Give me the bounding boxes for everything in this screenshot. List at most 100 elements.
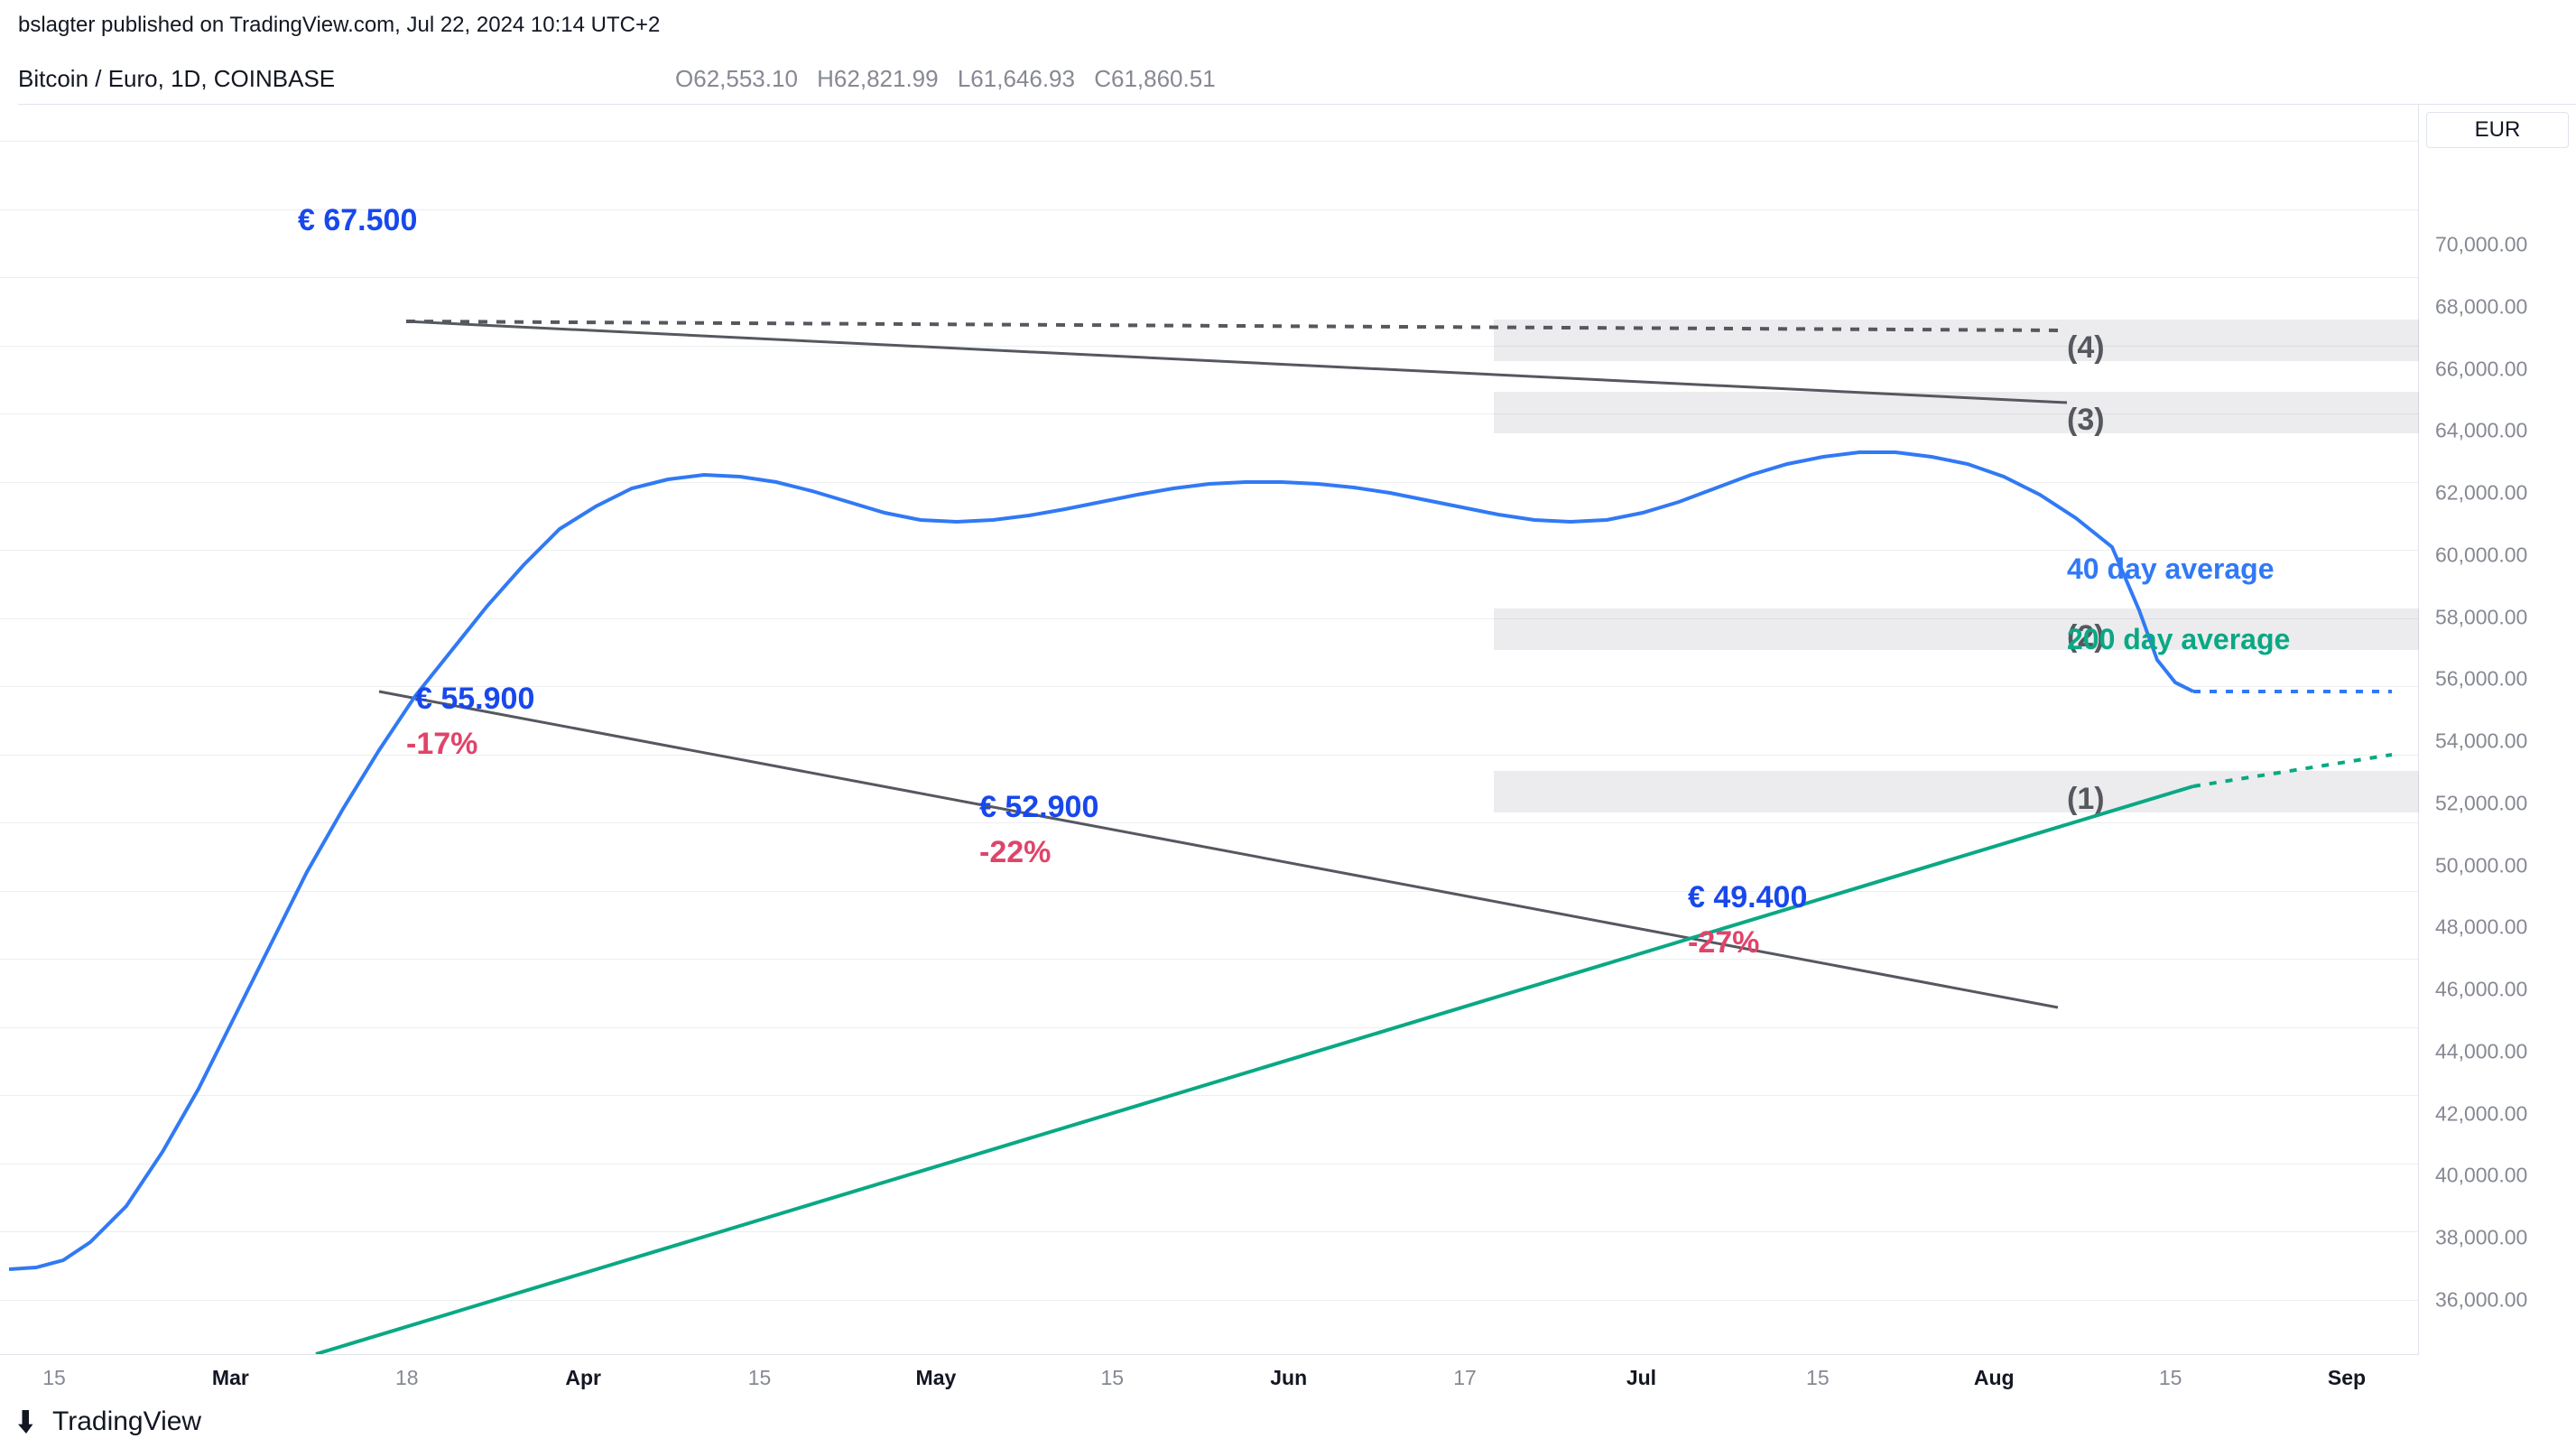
pct-label-22: -22%	[979, 835, 1051, 870]
candle-body	[1466, 493, 1476, 495]
highlight-box-3	[1494, 392, 2419, 433]
price-tick-54000: 54,000.00	[2435, 729, 2527, 754]
candle-wick	[0, 698, 2418, 729]
candle-body	[1501, 482, 1511, 484]
candle-body	[2105, 590, 2115, 610]
date-tick-Apr: Apr	[565, 1366, 601, 1390]
high-label: H	[817, 65, 834, 92]
price-tick-46000: 46,000.00	[2435, 978, 2527, 1002]
candle-body	[932, 601, 942, 603]
highlight-box-4	[1494, 320, 2419, 361]
candle-body	[134, 838, 144, 856]
candle-body	[151, 775, 161, 777]
ma40-legend-label: 40 day average	[2067, 552, 2275, 586]
gridline-60000	[0, 482, 2418, 483]
gridline-36000	[0, 1300, 2418, 1301]
close-value: 61,860.51	[1111, 65, 1216, 92]
candle-wick	[0, 480, 2418, 560]
candle-body	[1856, 597, 1866, 619]
candle-body	[1270, 672, 1280, 678]
gridline-44000	[0, 1027, 2418, 1028]
candle-body	[2087, 588, 2097, 604]
candle-body	[1821, 553, 1830, 567]
candle-body	[950, 534, 960, 559]
candle-body	[755, 418, 764, 440]
candle-body	[862, 580, 872, 603]
date-tick-15: 15	[42, 1366, 66, 1390]
candle-body	[1661, 281, 1671, 306]
price-tick-56000: 56,000.00	[2435, 667, 2527, 692]
candle-body	[1022, 449, 1032, 464]
date-tick-May: May	[916, 1366, 957, 1390]
candle-body	[1483, 469, 1493, 474]
date-tick-Jul: Jul	[1626, 1366, 1656, 1390]
candle-body	[44, 1065, 54, 1073]
price-tick-62000: 62,000.00	[2435, 481, 2527, 506]
candle-wick	[0, 905, 2418, 959]
candle-body	[1092, 376, 1102, 383]
candle-body	[1376, 623, 1386, 625]
close-label: C	[1094, 65, 1111, 92]
candle-body	[1749, 482, 1759, 501]
candle-body	[560, 408, 570, 432]
gridline-58000	[0, 550, 2418, 551]
candle-body	[275, 404, 285, 413]
candle-body	[311, 328, 321, 343]
candle-body	[1341, 637, 1351, 661]
candle-body	[418, 310, 428, 311]
candle-body	[791, 506, 801, 526]
candle-body	[1145, 450, 1155, 462]
candle-body	[62, 1027, 72, 1029]
candle-body	[1163, 497, 1173, 498]
candle-body	[1589, 310, 1599, 325]
candle-wick	[0, 105, 2418, 129]
candle-body	[116, 886, 125, 900]
price-axis: EUR 70,000.00 68,000.00 66,000.00 64,000.00…	[2419, 105, 2576, 1354]
candle-body	[773, 444, 783, 461]
candle-body	[1075, 400, 1085, 402]
candle-body	[648, 374, 658, 391]
price-tick-68000: 68,000.00	[2435, 294, 2527, 319]
candle-body	[2034, 710, 2043, 721]
candle-wick	[0, 560, 2418, 589]
candle-body	[1181, 493, 1191, 514]
date-tick-Aug: Aug	[1974, 1366, 2015, 1390]
currency-badge: EUR	[2426, 112, 2569, 148]
pct-label-17: -17%	[406, 727, 477, 762]
gridline-70000	[0, 141, 2418, 142]
gridline-46000	[0, 959, 2418, 960]
candle-body	[1358, 633, 1368, 643]
date-axis: 15 Mar 18 Apr 15 May 15 Jun 17 Jul 15 Aug 15 Sep	[0, 1354, 2419, 1397]
candle-body	[400, 262, 410, 274]
candle-body	[826, 530, 836, 533]
candle-body	[1945, 788, 1955, 795]
candle-body	[1839, 604, 1849, 606]
candle-body	[1679, 334, 1689, 345]
date-tick-15: 15	[1101, 1366, 1125, 1390]
candle-body	[1963, 830, 1973, 854]
candle-body	[2052, 690, 2062, 692]
date-tick-15: 15	[1806, 1366, 1830, 1390]
candle-body	[1626, 293, 1635, 318]
candle-body	[1252, 641, 1262, 644]
price-tick-42000: 42,000.00	[2435, 1101, 2527, 1126]
gridline-40000	[0, 1164, 2418, 1165]
gridline-50000	[0, 822, 2418, 823]
date-tick-Mar: Mar	[212, 1366, 249, 1390]
candle-body	[684, 379, 694, 381]
candle-body	[844, 552, 854, 559]
candle-body	[1714, 379, 1724, 398]
gridline-42000	[0, 1095, 2418, 1096]
candle-body	[471, 411, 481, 432]
candle-body	[1696, 381, 1706, 383]
candle-body	[2176, 439, 2186, 460]
candle-body	[1395, 568, 1404, 586]
candle-wick	[0, 1168, 2418, 1198]
ohlc-values: O62,553.10 H62,821.99 L61,646.93 C61,860…	[663, 65, 1216, 93]
candle-body	[1909, 743, 1919, 772]
price-tick-52000: 52,000.00	[2435, 791, 2527, 815]
candle-body	[1980, 838, 1990, 840]
candlestick-plot-area[interactable]: (4) (3) (2) (1)	[0, 105, 2419, 1354]
candle-body	[2140, 502, 2150, 505]
candle-body	[187, 683, 197, 699]
